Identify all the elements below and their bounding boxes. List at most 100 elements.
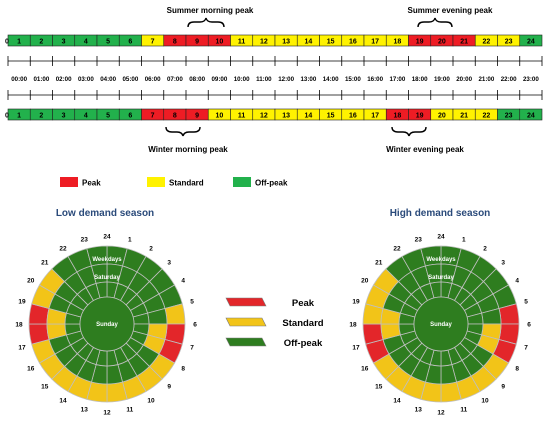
- time-label: 15:00: [345, 76, 361, 83]
- dial-hour-label: 5: [524, 299, 528, 306]
- hour-number: 17: [371, 113, 379, 120]
- hour-number: 22: [482, 39, 490, 46]
- standard-dial-swatch: [225, 317, 267, 327]
- dial-hour-label: 16: [361, 366, 369, 373]
- hour-number: 2: [39, 39, 43, 46]
- sunday-ring-label: Sunday: [430, 322, 452, 328]
- winter-evening-brace: [391, 126, 427, 137]
- time-label: 05:00: [122, 76, 138, 83]
- hour-number: 23: [505, 113, 513, 120]
- standard-swatch: [147, 177, 165, 187]
- offpeak-dial-legend-label: Off-peak: [284, 338, 323, 349]
- dial-hour-label: 2: [149, 245, 153, 252]
- time-label: 09:00: [211, 76, 227, 83]
- dial-hour-label: 3: [501, 259, 505, 266]
- hour-number: 7: [151, 39, 155, 46]
- dial-hour-label: 11: [126, 407, 133, 414]
- dial-hour-label: 21: [41, 259, 49, 266]
- hour-number: 7: [151, 113, 155, 120]
- dial-hour-label: 17: [352, 344, 360, 351]
- time-label: 22:00: [501, 76, 517, 83]
- dial-hour-label: 24: [103, 234, 111, 241]
- summer-evening-brace: [417, 17, 453, 28]
- dial-hour-label: 20: [27, 278, 35, 285]
- dial-hour-label: 4: [181, 278, 185, 285]
- dial-hour-label: 5: [190, 299, 194, 306]
- dial-hour-label: 18: [349, 322, 357, 329]
- winter-evening-peak-label: Winter evening peak: [386, 145, 464, 154]
- low-season-title: Low demand season: [56, 208, 154, 219]
- time-label: 17:00: [389, 76, 405, 83]
- dial-hour-label: 7: [190, 344, 194, 351]
- dial-hour-label: 10: [147, 398, 155, 405]
- dial-hour-label: 12: [103, 410, 111, 417]
- summer-morning-peak-label: Summer morning peak: [167, 6, 254, 15]
- weekdays-ring-label: Weekdays: [426, 257, 456, 263]
- hour-number: 13: [282, 39, 290, 46]
- time-label: 08:00: [189, 76, 205, 83]
- hour-number: 4: [84, 39, 88, 46]
- saturday-ring-label: Saturday: [94, 275, 120, 281]
- time-label: 11:00: [256, 76, 272, 83]
- dial-hour-label: 8: [181, 366, 185, 373]
- peak-legend-label: Peak: [82, 179, 101, 188]
- hour-number: 1: [17, 113, 21, 120]
- offpeak-legend-label: Off-peak: [255, 179, 288, 188]
- dial-hour-label: 10: [481, 398, 489, 405]
- time-label: 02:00: [56, 76, 72, 83]
- time-label: 23:00: [523, 76, 539, 83]
- standard-legend-label: Standard: [169, 179, 204, 188]
- time-label: 00:00: [11, 76, 27, 83]
- hour-number: 9: [195, 113, 199, 120]
- hour-segment-offpeak: [519, 34, 543, 47]
- hour-number: 3: [62, 113, 66, 120]
- summer-tariff-bar: 0 1 2 3 4 5 6 7 8 9 10 11 12 13 14 15 16 17 18 19 20 21 22 23 24: [5, 34, 543, 47]
- dial-hour-label: 3: [167, 259, 171, 266]
- dial-hour-label: 1: [128, 236, 132, 243]
- time-label: 04:00: [100, 76, 116, 83]
- dial-hour-label: 14: [393, 398, 401, 405]
- summer-evening-peak-label: Summer evening peak: [408, 6, 493, 15]
- hour-number: 16: [349, 39, 357, 46]
- hour-number: 0: [5, 39, 9, 46]
- hour-number: 2: [39, 113, 43, 120]
- hour-number: 0: [5, 113, 9, 120]
- hour-number: 11: [238, 39, 246, 46]
- hour-number: 18: [393, 39, 401, 46]
- hour-number: 4: [84, 113, 88, 120]
- dial-hour-label: 6: [193, 322, 197, 329]
- dial-hour-label: 15: [41, 384, 49, 391]
- hour-number: 9: [195, 39, 199, 46]
- time-label: 18:00: [412, 76, 428, 83]
- dial-hour-label: 17: [18, 344, 26, 351]
- dial-hour-label: 9: [501, 384, 505, 391]
- high-season-dial: WeekdaysSaturdaySunday123456789101112131…: [349, 234, 531, 417]
- dial-hour-label: 7: [524, 344, 528, 351]
- low-season-dial: WeekdaysSaturdaySunday123456789101112131…: [15, 234, 197, 417]
- hour-number: 19: [416, 39, 424, 46]
- hour-number: 6: [128, 113, 132, 120]
- winter-tariff-bar: 0 1 2 3 4 5 6 7 8 9 10 11 12 13 14 15 16 17 18 19 20 21 22 23 24: [5, 108, 543, 121]
- dial-hour-label: 2: [483, 245, 487, 252]
- hour-number: 10: [215, 39, 223, 46]
- hour-number: 6: [128, 39, 132, 46]
- hour-number: 3: [62, 39, 66, 46]
- dial-hour-label: 15: [375, 384, 383, 391]
- time-label: 01:00: [33, 76, 49, 83]
- hour-number: 21: [460, 39, 468, 46]
- hour-segment-offpeak: [519, 108, 543, 121]
- dial-hour-label: 22: [59, 245, 67, 252]
- dial-hour-label: 14: [59, 398, 67, 405]
- time-label: 16:00: [367, 76, 383, 83]
- hour-number: 11: [238, 113, 246, 120]
- time-label: 13:00: [300, 76, 316, 83]
- tariff-legend-dial: Peak Standard Off-peak: [225, 297, 324, 349]
- time-label: 19:00: [434, 76, 450, 83]
- dial-hour-label: 11: [460, 407, 467, 414]
- hour-number: 14: [304, 39, 312, 46]
- dial-hour-label: 12: [437, 410, 445, 417]
- tariff-legend-top: Peak Standard Off-peak: [60, 177, 288, 188]
- dial-hour-label: 6: [527, 322, 531, 329]
- dial-hour-label: 18: [15, 322, 23, 329]
- hour-number: 8: [173, 113, 177, 120]
